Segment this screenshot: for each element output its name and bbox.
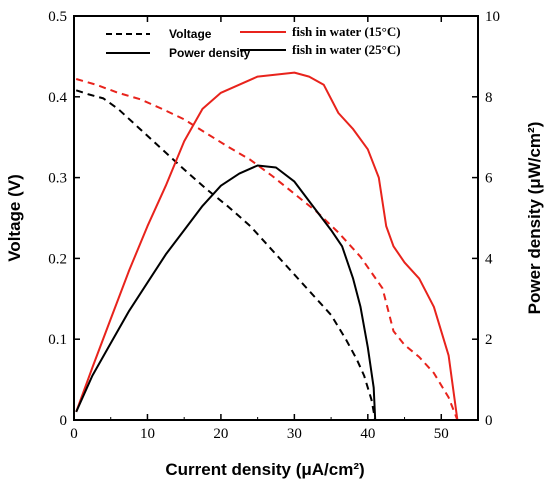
- y-left-tick-label: 0: [60, 413, 68, 429]
- series-line-voltage-fish-in-water-25-c: [75, 89, 377, 421]
- y-right-tick-label: 6: [485, 171, 493, 187]
- plot-frame: [73, 15, 479, 421]
- series-line-power-density-fish-in-water-15-c: [75, 71, 459, 421]
- x-tick-label: 0: [70, 426, 78, 442]
- y-right-tick-label: 10: [485, 9, 500, 25]
- x-axis-title: Current density (μA/cm²): [165, 460, 364, 479]
- y-right-tick-label: 8: [485, 90, 493, 106]
- y-left-tick-label: 0.4: [48, 90, 67, 106]
- y-axis-left-title: Voltage (V): [5, 174, 24, 262]
- x-tick-label: 20: [213, 426, 228, 442]
- series-line-power-density-fish-in-water-25-c: [75, 164, 377, 421]
- series-line-voltage-fish-in-water-15-c: [75, 78, 459, 421]
- legend-label: Power density: [169, 46, 251, 60]
- y-left-tick-label: 0.1: [48, 332, 67, 348]
- legend-label: fish in water (25°C): [292, 42, 401, 57]
- legend: Voltage Power density fish in water (15°C)…: [106, 24, 401, 60]
- y-right-tick-label: 0: [485, 413, 493, 429]
- x-tick-label: 30: [287, 426, 302, 442]
- y-left-tick-label: 0.2: [48, 251, 67, 267]
- y-left-tick-label: 0.5: [48, 9, 67, 25]
- plot-area: [75, 71, 459, 421]
- x-tick-label: 40: [360, 426, 375, 442]
- y-right-tick-label: 4: [485, 251, 493, 267]
- legend-label: fish in water (15°C): [292, 24, 401, 39]
- y-axis-right-title: Power density (μW/cm²): [525, 122, 544, 315]
- legend-label: Voltage: [169, 27, 212, 41]
- axes: 0 10 20 30 40 50 0 0.1 0.2 0.3 0.4 0.5 0 2 4 6 8 10: [48, 9, 500, 442]
- y-left-tick-label: 0.3: [48, 171, 67, 187]
- y-right-tick-label: 2: [485, 332, 493, 348]
- x-tick-label: 50: [434, 426, 449, 442]
- x-tick-label: 10: [140, 426, 155, 442]
